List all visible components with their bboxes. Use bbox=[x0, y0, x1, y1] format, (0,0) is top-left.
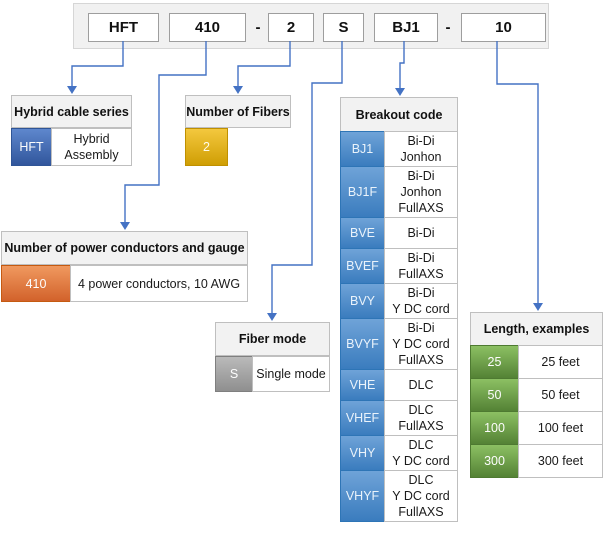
description-cell: Bi-Di Y DC cord bbox=[384, 283, 458, 319]
description-cell: DLC bbox=[384, 369, 458, 401]
code-cell: HFT bbox=[11, 128, 52, 166]
section-power-conductors: Number of power conductors and gauge 410… bbox=[1, 231, 248, 302]
table-row: VHY DLC Y DC cord bbox=[340, 435, 458, 471]
section-title: Breakout code bbox=[340, 97, 458, 132]
description-cell: Bi-Di Jonhon bbox=[384, 131, 458, 167]
part-segment-fibers: 2 bbox=[268, 13, 314, 42]
code-cell: VHE bbox=[340, 369, 385, 401]
description-cell: DLC FullAXS bbox=[384, 400, 458, 436]
part-segment-series: HFT bbox=[88, 13, 159, 42]
code-cell: BVY bbox=[340, 283, 385, 319]
table-row: 50 50 feet bbox=[470, 378, 603, 412]
table-row: BJ1F Bi-Di Jonhon FullAXS bbox=[340, 166, 458, 218]
section-title: Fiber mode bbox=[215, 322, 330, 356]
table-row: 25 25 feet bbox=[470, 345, 603, 379]
section-number-of-fibers: Number of Fibers 2 bbox=[185, 95, 291, 166]
section-length-examples: Length, examples 25 25 feet 50 50 feet 1… bbox=[470, 312, 603, 478]
description-cell: 300 feet bbox=[518, 444, 603, 478]
table-row: VHE DLC bbox=[340, 369, 458, 401]
description-cell: 25 feet bbox=[518, 345, 603, 379]
description-cell: Hybrid Assembly bbox=[51, 128, 132, 166]
part-segment-length: 10 bbox=[461, 13, 546, 42]
table-row: 100 100 feet bbox=[470, 411, 603, 445]
section-fiber-mode: Fiber mode S Single mode bbox=[215, 322, 330, 392]
table-row: 300 300 feet bbox=[470, 444, 603, 478]
part-separator: - bbox=[255, 19, 261, 36]
description-cell: Bi-Di bbox=[384, 217, 458, 249]
table-row: 410 4 power conductors, 10 AWG bbox=[1, 265, 248, 302]
description-cell: 50 feet bbox=[518, 378, 603, 412]
description-cell: 100 feet bbox=[518, 411, 603, 445]
table-row: BVEF Bi-Di FullAXS bbox=[340, 248, 458, 284]
description-cell: Bi-Di FullAXS bbox=[384, 248, 458, 284]
description-cell: Bi-Di Y DC cord FullAXS bbox=[384, 318, 458, 370]
table-row: BJ1 Bi-Di Jonhon bbox=[340, 131, 458, 167]
section-title: Length, examples bbox=[470, 312, 603, 346]
section-breakout-code: Breakout code BJ1 Bi-Di Jonhon BJ1F Bi-D… bbox=[340, 97, 458, 522]
section-title: Number of power conductors and gauge bbox=[1, 231, 248, 265]
part-segment-breakout: BJ1 bbox=[374, 13, 438, 42]
code-cell: BVEF bbox=[340, 248, 385, 284]
table-row: S Single mode bbox=[215, 356, 330, 392]
part-segment-mode: S bbox=[323, 13, 364, 42]
table-row: VHYF DLC Y DC cord FullAXS bbox=[340, 470, 458, 522]
code-cell: BJ1F bbox=[340, 166, 385, 218]
section-title: Hybrid cable series bbox=[11, 95, 132, 128]
table-row: HFT Hybrid Assembly bbox=[11, 128, 132, 166]
code-cell: 300 bbox=[470, 444, 519, 478]
code-cell: 100 bbox=[470, 411, 519, 445]
section-hybrid-cable-series: Hybrid cable series HFT Hybrid Assembly bbox=[11, 95, 132, 166]
code-cell: BVYF bbox=[340, 318, 385, 370]
code-cell: BJ1 bbox=[340, 131, 385, 167]
table-row: BVYF Bi-Di Y DC cord FullAXS bbox=[340, 318, 458, 370]
code-cell: VHEF bbox=[340, 400, 385, 436]
table-row: VHEF DLC FullAXS bbox=[340, 400, 458, 436]
code-cell: 2 bbox=[185, 128, 228, 166]
section-title: Number of Fibers bbox=[185, 95, 291, 128]
part-separator: - bbox=[445, 19, 451, 36]
table-row: BVE Bi-Di bbox=[340, 217, 458, 249]
description-cell: Single mode bbox=[252, 356, 330, 392]
code-cell: BVE bbox=[340, 217, 385, 249]
code-cell: 410 bbox=[1, 265, 71, 302]
code-cell: VHYF bbox=[340, 470, 385, 522]
description-cell: DLC Y DC cord FullAXS bbox=[384, 470, 458, 522]
description-cell: Bi-Di Jonhon FullAXS bbox=[384, 166, 458, 218]
description-cell: 4 power conductors, 10 AWG bbox=[70, 265, 248, 302]
description-cell: DLC Y DC cord bbox=[384, 435, 458, 471]
part-number-strip: HFT 410 - 2 S BJ1 - 10 bbox=[73, 3, 549, 49]
table-row: BVY Bi-Di Y DC cord bbox=[340, 283, 458, 319]
code-cell: 50 bbox=[470, 378, 519, 412]
code-cell: VHY bbox=[340, 435, 385, 471]
table-row: 2 bbox=[185, 128, 291, 166]
part-segment-conductors: 410 bbox=[169, 13, 246, 42]
code-cell: 25 bbox=[470, 345, 519, 379]
code-cell: S bbox=[215, 356, 253, 392]
